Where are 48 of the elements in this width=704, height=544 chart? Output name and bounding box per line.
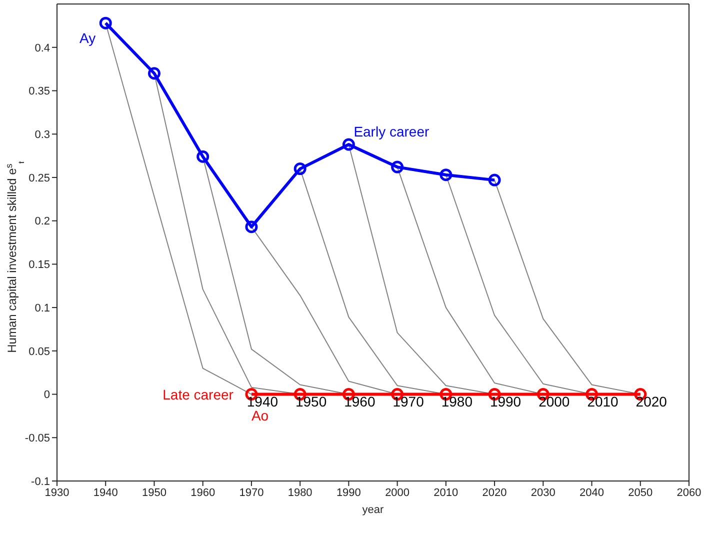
point [294,162,306,176]
y-tick-label: 0.15 [28,259,50,272]
x-tick-label: 2040 [580,486,604,499]
annotation: 1960 [344,393,376,410]
y-tick-label: 0.05 [28,346,50,358]
annotation: 2010 [587,393,619,410]
annotation: Ao [251,407,269,424]
x-tick-label: 2020 [482,486,507,499]
y-tick-label: 0 [44,389,50,402]
x-tick-label: 1930 [44,486,70,499]
x-tick-label: 2010 [434,486,458,499]
annotation: 1950 [296,393,327,410]
point [148,67,160,80]
x-tick-label: 2060 [676,486,702,499]
x-tick-label: 2000 [385,486,410,499]
x-tick-label: 1970 [239,486,264,499]
y-tick-label: 0.1 [34,302,50,314]
point [342,138,355,151]
annotation: Ay [80,30,96,46]
x-tick-label: 1950 [142,486,166,499]
x-tick-label: 2050 [628,486,653,499]
point [440,168,452,182]
x-tick-label: 1960 [190,486,216,499]
annotation: 2000 [538,393,570,410]
x-tick-label: 2030 [530,486,556,499]
y-tick-label: -0.05 [24,432,50,445]
x-tick-label: 1990 [336,486,361,499]
annotation: 1970 [392,393,424,410]
annotation: 1940 [246,393,278,410]
annotation: 1980 [441,393,473,410]
y-tick-label: 0.4 [34,42,50,54]
y-tick-label: 0.3 [34,128,50,141]
point [488,174,501,186]
x-tick-label: 1980 [288,486,312,499]
annotation: 2020 [636,393,668,410]
point [391,160,404,174]
point [245,220,258,234]
point [196,150,210,163]
x-axis-title: year [362,504,384,516]
annotation: Late career [162,386,234,402]
y-tick-label: 0.25 [28,172,50,184]
annotation: Early career [354,124,430,140]
y-tick-label: 0.2 [34,216,50,228]
x-tick-label: 1940 [93,486,118,499]
annotation: 1990 [490,393,522,410]
y-tick-label: -0.1 [31,476,50,488]
y-tick-label: 0.35 [28,86,50,98]
point [99,16,112,30]
